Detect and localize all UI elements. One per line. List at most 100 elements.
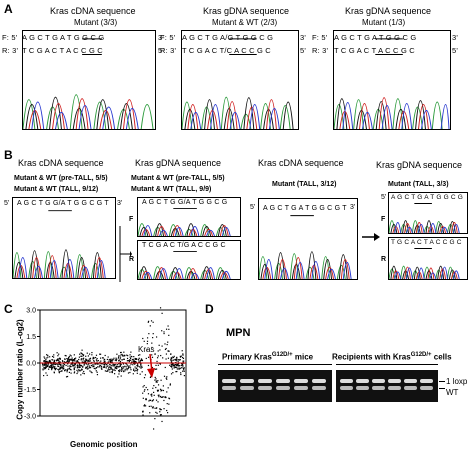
cnv-point	[162, 385, 164, 387]
cnv-point	[143, 390, 145, 392]
cnv-point	[139, 354, 141, 356]
cnv-point	[70, 372, 72, 374]
cnv-point	[183, 375, 185, 377]
cnv-point	[155, 381, 157, 383]
cnv-point	[120, 354, 122, 356]
cnv-point	[77, 361, 79, 363]
cnv-point	[111, 365, 113, 367]
cnv-point	[128, 360, 130, 363]
cnv-point	[84, 361, 86, 363]
cnv-point	[134, 358, 136, 361]
cnv-point	[124, 368, 126, 370]
b2-r-label: R	[129, 256, 135, 263]
cnv-point	[167, 387, 169, 389]
cnv-point	[107, 365, 109, 367]
cnv-point	[137, 363, 139, 365]
cnv-point	[46, 365, 48, 367]
cnv-point	[64, 358, 66, 360]
cnv-point	[110, 368, 112, 370]
panel-b-sub-1b: Mutant & WT (TALL, 9/12)	[14, 186, 99, 193]
cnv-point	[115, 366, 118, 368]
cnv-point	[175, 365, 178, 367]
cnv-point	[118, 359, 120, 361]
cnv-point	[99, 357, 102, 359]
cnv-point	[62, 364, 64, 366]
panel-label-a: A	[4, 2, 13, 16]
cnv-point	[155, 380, 157, 382]
cnv-point	[71, 365, 74, 367]
cnv-point	[147, 321, 149, 323]
cnv-point	[163, 399, 165, 402]
group1-label: Primary KrasG12D/+ mice	[222, 352, 313, 362]
cnv-point	[50, 365, 52, 367]
cnv-point	[179, 355, 181, 358]
cnv-point	[134, 357, 136, 360]
cnv-point	[78, 356, 81, 358]
cnv-point	[166, 378, 168, 380]
cnv-point	[115, 363, 117, 366]
cnv-point	[137, 365, 139, 368]
cnv-point	[81, 366, 84, 368]
cnv-point	[104, 370, 106, 372]
cnv-point	[81, 355, 83, 357]
cnv-point	[81, 352, 83, 355]
cnv-point	[152, 387, 154, 389]
cnv-point	[60, 367, 62, 369]
cnv-point	[72, 364, 75, 366]
cnv-point	[93, 359, 95, 362]
chromatogram-a2	[181, 30, 299, 130]
cnv-point	[47, 365, 49, 367]
cnv-point	[115, 367, 117, 370]
cnv-point	[174, 363, 177, 366]
cnv-point	[102, 357, 104, 359]
cnv-point	[165, 396, 167, 399]
cnv-point	[83, 373, 85, 375]
cnv-point	[95, 370, 97, 372]
cnv-point	[49, 361, 51, 363]
panel-b-sub-2a: Mutant & WT (pre-TALL, 5/5)	[131, 175, 225, 182]
cnv-point	[146, 337, 149, 339]
cnv-point	[54, 369, 56, 371]
cnv-point	[116, 353, 118, 355]
cnv-point	[43, 360, 46, 362]
cnv-point	[140, 363, 142, 365]
cnv-point	[145, 386, 147, 389]
cnv-point	[176, 358, 178, 360]
cnv-point	[167, 341, 169, 343]
cnv-point	[50, 367, 53, 369]
cnv-point	[129, 354, 131, 356]
cnv-point	[65, 364, 67, 366]
cnv-point	[144, 374, 147, 376]
cnv-point	[165, 347, 167, 350]
chromatogram-a1	[22, 30, 156, 130]
a2-r-end: 5'	[300, 46, 307, 55]
cnv-point	[127, 367, 129, 370]
cnv-point	[136, 372, 138, 374]
cnv-point	[181, 363, 183, 365]
cnv-point	[150, 405, 152, 407]
cnv-point	[71, 358, 73, 361]
cnv-point	[61, 366, 64, 368]
cnv-point	[160, 414, 162, 416]
cnv-point	[68, 361, 70, 363]
group1-genotype: G12D/+	[271, 352, 293, 358]
cnv-point	[94, 368, 96, 370]
cnv-point	[157, 364, 159, 366]
cnv-point	[129, 367, 132, 369]
cnv-point	[134, 366, 136, 368]
cnv-point	[107, 356, 109, 358]
panel-b-header-2: Kras gDNA sequence	[135, 158, 222, 168]
cnv-point	[69, 368, 71, 371]
cnv-point	[73, 367, 75, 369]
chromatogram-a3	[333, 30, 451, 130]
cnv-point	[152, 399, 155, 401]
cnv-point	[99, 364, 101, 366]
cnv-point	[122, 368, 124, 370]
cnv-point	[88, 358, 90, 360]
cnv-point	[142, 392, 144, 394]
cnv-point	[71, 363, 74, 365]
cnv-point	[96, 371, 98, 373]
cnv-point	[92, 356, 94, 359]
cnv-point	[111, 360, 113, 362]
cnv-point	[59, 361, 61, 363]
